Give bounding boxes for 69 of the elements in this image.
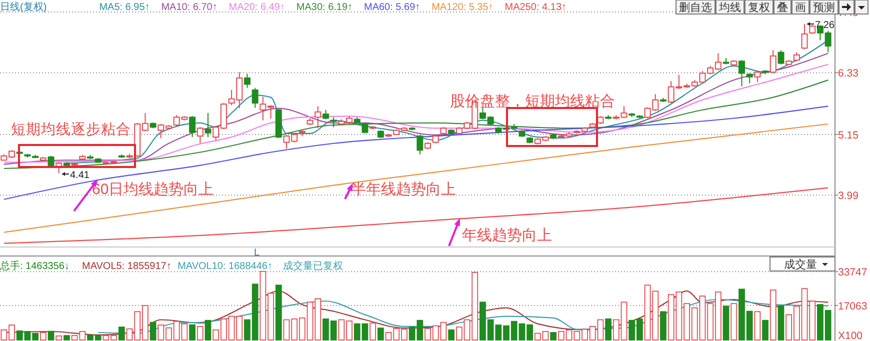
annotation: 画	[795, 2, 806, 14]
candlestick	[330, 116, 337, 128]
annotation: 成交量已复权	[282, 260, 343, 272]
y-tick-label: 6.33	[838, 68, 859, 80]
text: 总手: 1463356↓	[0, 260, 70, 272]
bar	[722, 306, 730, 340]
annotation: 均线	[718, 1, 741, 14]
candlestick	[204, 112, 212, 138]
candlestick	[778, 50, 784, 65]
annotation: 成交量	[784, 258, 817, 271]
bar	[730, 303, 738, 340]
annotation: 7.26	[815, 20, 835, 31]
candlestick	[189, 116, 196, 138]
text: MA5: 6.95↑	[99, 2, 150, 13]
candlestick	[314, 106, 322, 129]
text: MAVOL10: 1688446↑	[178, 261, 272, 272]
bar	[56, 336, 62, 340]
candlestick	[770, 50, 776, 74]
candlestick	[738, 60, 745, 87]
text: X100	[838, 330, 863, 341]
y-tick-label: 3.99	[838, 190, 859, 202]
bar	[448, 329, 455, 340]
annotation: 4.41	[70, 170, 90, 181]
candlestick	[244, 73, 250, 88]
bar	[370, 322, 376, 340]
text: MA60: 5.69↑	[364, 2, 420, 13]
bar	[204, 320, 212, 340]
candlestick	[754, 70, 761, 83]
candlestick	[196, 126, 204, 144]
annotation: 年线趋势向上	[462, 227, 552, 244]
annotation: 叠	[777, 2, 788, 14]
bar	[40, 332, 46, 340]
bar	[48, 330, 54, 340]
candlestick	[746, 72, 753, 84]
text: MA250: 4.13↑	[504, 2, 567, 13]
candlestick	[322, 109, 329, 120]
candlestick	[416, 134, 424, 155]
bar	[275, 284, 282, 340]
annotation: 复权	[748, 2, 770, 14]
bar	[196, 326, 204, 340]
candlestick	[252, 87, 258, 108]
bar	[550, 332, 557, 340]
bar	[605, 318, 612, 340]
bar	[762, 320, 768, 340]
text: MA120: 5.35↑	[432, 2, 494, 13]
bar	[660, 311, 666, 340]
annotation: L	[254, 248, 260, 258]
line-series	[3, 79, 829, 170]
bar	[754, 311, 761, 340]
text: MAVOL5: 1855917↑	[82, 261, 172, 272]
y-tick-label: 5.15	[838, 129, 859, 142]
bar	[64, 335, 70, 340]
bar	[377, 328, 384, 340]
bar	[189, 324, 196, 340]
chart-title: 日线(复权)	[0, 1, 47, 13]
bar	[778, 306, 784, 340]
bar	[118, 326, 125, 340]
text: MA10: 6.70↑	[161, 2, 218, 13]
text: MA20: 6.49↑	[228, 2, 285, 13]
bar	[150, 322, 156, 340]
annotation: 删自选	[679, 1, 712, 14]
text: MA30: 6.19↑	[296, 2, 353, 13]
annotation: 半年线趋势向上	[351, 181, 456, 198]
y-tick-label: 17063	[838, 300, 868, 312]
y-tick-label: 33747	[838, 266, 868, 279]
annotation: 短期均线逐步粘合	[11, 121, 131, 138]
bar	[770, 290, 776, 340]
candlestick	[362, 122, 368, 134]
annotation: 预测	[813, 2, 835, 14]
